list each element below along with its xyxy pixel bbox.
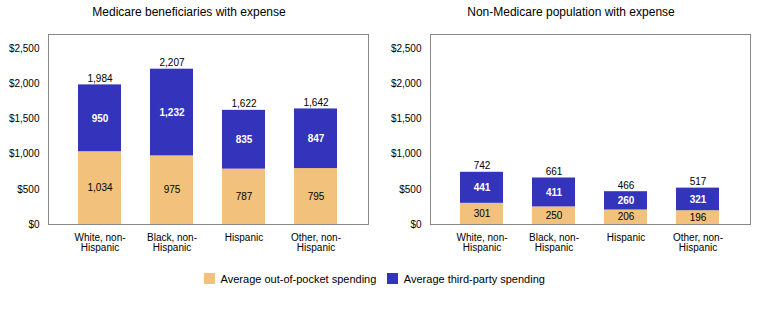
- svg-text:206: 206: [618, 211, 635, 222]
- svg-text:Hispanic: Hispanic: [607, 232, 645, 243]
- html-text:Average out-of-pocket spending: Average out-of-pocket spending: [220, 272, 377, 285]
- svg-text:1,984: 1,984: [87, 73, 112, 84]
- svg-text:$500: $500: [17, 184, 40, 195]
- svg-text:$1,500: $1,500: [391, 113, 422, 124]
- svg-text:466: 466: [618, 180, 635, 191]
- svg-text:795: 795: [308, 191, 325, 202]
- svg-text:787: 787: [236, 191, 253, 202]
- svg-text:$500: $500: [399, 184, 422, 195]
- svg-text:321: 321: [690, 194, 707, 205]
- svg-text:411: 411: [546, 187, 563, 198]
- html-text:Medicare beneficiaries with ex: Medicare beneficiaries with expense: [92, 5, 286, 19]
- svg-text:1,034: 1,034: [87, 182, 112, 193]
- svg-text:$1,000: $1,000: [391, 148, 422, 159]
- svg-text:1,622: 1,622: [231, 98, 256, 109]
- svg-text:$0: $0: [410, 219, 422, 230]
- svg-text:$0: $0: [28, 219, 40, 230]
- svg-text:1,642: 1,642: [303, 97, 328, 108]
- svg-text:Black, non-Hispanic: Black, non-Hispanic: [529, 232, 579, 253]
- svg-text:250: 250: [546, 210, 563, 221]
- svg-text:301: 301: [474, 208, 491, 219]
- html-text:Non-Medicare population with e: Non-Medicare population with expense: [467, 5, 675, 19]
- svg-text:Other, non-Hispanic: Other, non-Hispanic: [673, 232, 723, 253]
- svg-text:$1,500: $1,500: [9, 113, 40, 124]
- svg-text:$2,000: $2,000: [391, 78, 422, 89]
- svg-text:260: 260: [618, 195, 635, 206]
- svg-text:Hispanic: Hispanic: [225, 232, 263, 243]
- svg-text:Black, non-Hispanic: Black, non-Hispanic: [147, 232, 197, 253]
- svg-text:661: 661: [546, 166, 563, 177]
- svg-text:2,207: 2,207: [159, 57, 184, 68]
- svg-text:742: 742: [474, 160, 491, 171]
- svg-text:1,232: 1,232: [159, 107, 184, 118]
- html-text:Average third-party spending: Average third-party spending: [403, 272, 545, 285]
- svg-text:847: 847: [308, 133, 325, 144]
- svg-text:$2,500: $2,500: [391, 43, 422, 54]
- svg-text:517: 517: [690, 176, 707, 187]
- svg-text:975: 975: [164, 184, 181, 195]
- svg-text:$2,500: $2,500: [9, 43, 40, 54]
- svg-text:$2,000: $2,000: [9, 78, 40, 89]
- svg-text:White, non-Hispanic: White, non-Hispanic: [74, 232, 125, 253]
- svg-text:441: 441: [474, 182, 491, 193]
- svg-text:196: 196: [690, 212, 707, 223]
- svg-text:Other, non-Hispanic: Other, non-Hispanic: [291, 232, 341, 253]
- svg-text:White, non-Hispanic: White, non-Hispanic: [456, 232, 507, 253]
- svg-text:835: 835: [236, 134, 253, 145]
- svg-text:950: 950: [92, 113, 109, 124]
- svg-text:$1,000: $1,000: [9, 148, 40, 159]
